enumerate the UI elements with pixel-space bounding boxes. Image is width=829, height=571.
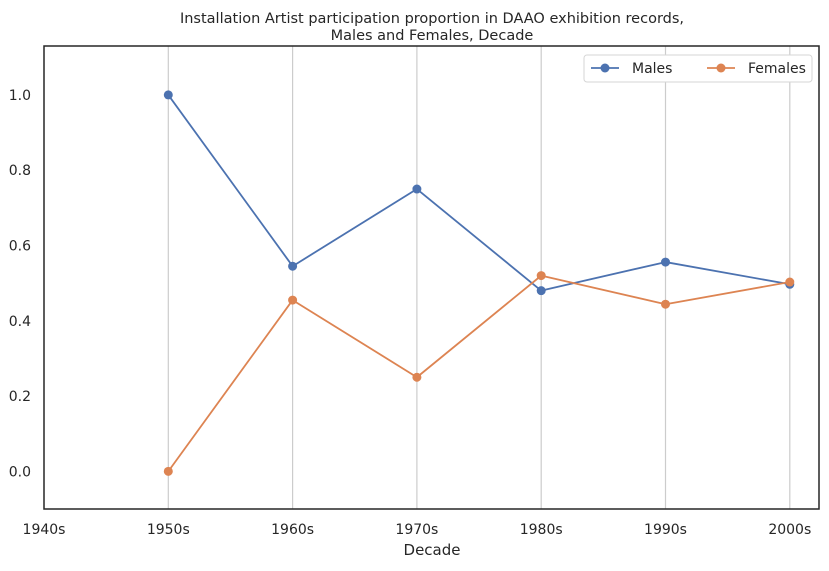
legend: Males Females xyxy=(583,54,813,83)
x-tick-label: 1970s xyxy=(395,522,438,538)
y-tick-label: 0.8 xyxy=(9,163,31,179)
chart-title-line2: Males and Females, Decade xyxy=(331,28,534,44)
x-tick-labels: 1940s 1950s 1960s 1970s 1980s 1990s 2000s xyxy=(23,522,812,538)
y-tick-label: 0.0 xyxy=(9,464,31,480)
chart-title-line1: Installation Artist participation propor… xyxy=(180,11,684,27)
data-point-females xyxy=(536,271,546,281)
grid-lines xyxy=(167,46,791,509)
x-tick-label: 1950s xyxy=(147,522,190,538)
x-tick-label: 2000s xyxy=(768,522,811,538)
series-line-females xyxy=(167,274,790,472)
data-point-males xyxy=(661,257,670,267)
data-point-males xyxy=(412,184,422,194)
data-point-females xyxy=(412,372,422,382)
legend-marker-females xyxy=(716,63,726,73)
x-tick-label: 1940s xyxy=(23,522,66,538)
data-point-males xyxy=(288,261,298,271)
plot-frame xyxy=(43,45,820,510)
series-lines xyxy=(163,90,795,476)
x-tick-label: 1980s xyxy=(520,522,563,538)
x-tick-label: 1990s xyxy=(644,522,687,538)
y-tick-label: 0.6 xyxy=(9,239,31,255)
x-tick-label: 1960s xyxy=(271,522,314,538)
legend-marker-males xyxy=(600,63,610,73)
legend-label-females: Females xyxy=(748,61,806,77)
y-tick-label: 0.2 xyxy=(9,389,31,405)
legend-label-males: Males xyxy=(632,61,672,77)
y-tick-label: 1.0 xyxy=(9,88,31,104)
data-point-males xyxy=(536,286,546,296)
data-point-males xyxy=(163,90,173,100)
x-axis-label: Decade xyxy=(404,541,461,559)
data-point-females xyxy=(661,299,670,309)
y-tick-label: 0.4 xyxy=(9,314,31,330)
series-line-males xyxy=(167,94,790,292)
data-point-females xyxy=(288,295,298,305)
legend-box xyxy=(583,54,813,83)
data-point-females xyxy=(163,466,173,476)
y-tick-labels: 0.0 0.2 0.4 0.6 0.8 1.0 xyxy=(9,88,31,480)
data-point-females xyxy=(785,277,795,287)
